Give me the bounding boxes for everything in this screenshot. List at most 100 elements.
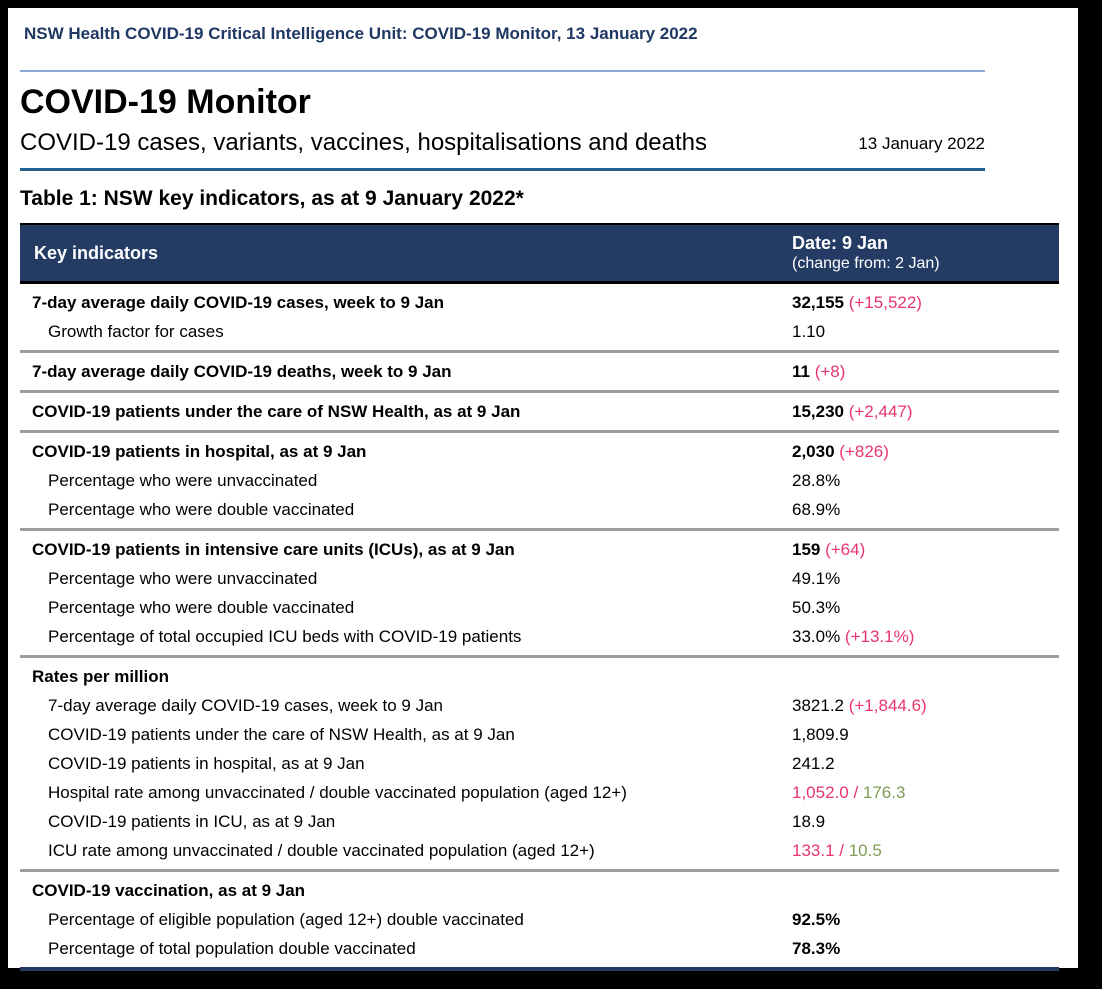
table-row: Percentage of eligible population (aged … bbox=[20, 905, 1059, 934]
value-part-normal: 18.9 bbox=[792, 812, 826, 831]
column-header-change-line: (change from: 2 Jan) bbox=[792, 255, 940, 272]
indicator-label: ICU rate among unvaccinated / double vac… bbox=[48, 841, 595, 860]
value-part-bold: 32,155 bbox=[792, 293, 844, 312]
indicator-label: COVID-19 vaccination, as at 9 Jan bbox=[32, 881, 306, 900]
horizontal-rule-top bbox=[20, 70, 985, 72]
indicator-value: 15,230 (+2,447) bbox=[792, 399, 1059, 424]
indicator-value: 32,155 (+15,522) bbox=[792, 290, 1059, 315]
indicator-value: 133.1 / 10.5 bbox=[792, 838, 1059, 863]
page-subtitle: COVID-19 cases, variants, vaccines, hosp… bbox=[20, 129, 708, 156]
table-row: Percentage who were double vaccinated 50.… bbox=[20, 593, 1059, 622]
table-header-row: Key indicators Date: 9 Jan (change from:… bbox=[20, 223, 1059, 284]
value-part-green: 176.3 bbox=[858, 783, 906, 802]
indicator-value: 50.3% bbox=[792, 595, 1059, 620]
table-body: 7-day average daily COVID-19 cases, week… bbox=[20, 284, 1059, 971]
value-part-normal: 1.10 bbox=[792, 322, 826, 341]
indicator-value: 159 (+64) bbox=[792, 537, 1059, 562]
indicator-value: 68.9% bbox=[792, 497, 1059, 522]
indicator-value: 11 (+8) bbox=[792, 359, 1059, 384]
table-row: COVID-19 patients under the care of NSW … bbox=[20, 720, 1059, 749]
table-row: Percentage who were unvaccinated 49.1% bbox=[20, 564, 1059, 593]
indicator-value: 1.10 bbox=[792, 319, 1059, 344]
table-row: Percentage who were unvaccinated 28.8% bbox=[20, 466, 1059, 495]
table-section: 7-day average daily COVID-19 cases, week… bbox=[20, 284, 1059, 350]
indicator-label: Percentage of total population double va… bbox=[48, 939, 416, 958]
value-part-red: (+15,522) bbox=[844, 293, 922, 312]
indicator-label: COVID-19 patients in ICU, as at 9 Jan bbox=[48, 812, 336, 831]
subtitle-row: COVID-19 cases, variants, vaccines, hosp… bbox=[20, 128, 985, 158]
indicator-label: Percentage who were double vaccinated bbox=[48, 500, 355, 519]
indicator-value: 49.1% bbox=[792, 566, 1059, 591]
page-title: COVID-19 Monitor bbox=[20, 83, 311, 121]
indicator-label: Hospital rate among unvaccinated / doubl… bbox=[48, 783, 627, 802]
indicator-label: 7-day average daily COVID-19 cases, week… bbox=[48, 696, 443, 715]
table-section: COVID-19 patients under the care of NSW … bbox=[20, 390, 1059, 430]
value-part-red: 1,052.0 / bbox=[792, 783, 859, 802]
indicator-value: 1,809.9 bbox=[792, 722, 1059, 747]
indicator-value: 3821.2 (+1,844.6) bbox=[792, 693, 1059, 718]
table-row: Percentage who were double vaccinated 68.… bbox=[20, 495, 1059, 524]
report-header-line: NSW Health COVID-19 Critical Intelligenc… bbox=[24, 24, 698, 43]
column-header-date-line: Date: 9 Jan bbox=[792, 233, 889, 253]
value-part-red: (+8) bbox=[809, 362, 846, 381]
indicator-value bbox=[792, 878, 1059, 903]
value-part-normal: 33.0% bbox=[792, 627, 841, 646]
value-part-normal: 49.1% bbox=[792, 569, 841, 588]
table-row: COVID-19 patients in hospital, as at 9 J… bbox=[20, 437, 1059, 466]
indicator-value: 33.0% (+13.1%) bbox=[792, 624, 1059, 649]
indicator-value bbox=[792, 664, 1059, 689]
table-row: 7-day average daily COVID-19 cases, week… bbox=[20, 691, 1059, 720]
column-header-indicators: Key indicators bbox=[34, 242, 159, 263]
indicator-label: COVID-19 patients in intensive care unit… bbox=[32, 540, 515, 559]
table-row: Growth factor for cases 1.10 bbox=[20, 317, 1059, 346]
value-part-bold: 15,230 bbox=[792, 402, 844, 421]
table-row: COVID-19 patients in intensive care unit… bbox=[20, 535, 1059, 564]
table-title: Table 1: NSW key indicators, as at 9 Jan… bbox=[20, 187, 524, 210]
table-section: 7-day average daily COVID-19 deaths, wee… bbox=[20, 350, 1059, 390]
indicator-value: 2,030 (+826) bbox=[792, 439, 1059, 464]
value-part-normal: 1,809.9 bbox=[792, 725, 849, 744]
table-row: Rates per million bbox=[20, 662, 1059, 691]
value-part-green: 10.5 bbox=[844, 841, 882, 860]
indicator-label: Percentage who were unvaccinated bbox=[48, 471, 318, 490]
indicator-label: Percentage of eligible population (aged … bbox=[48, 910, 524, 929]
indicator-value: 78.3% bbox=[792, 936, 1059, 961]
value-part-bold: 92.5% bbox=[792, 910, 841, 929]
value-part-bold: 159 bbox=[792, 540, 821, 559]
indicator-label: 7-day average daily COVID-19 cases, week… bbox=[32, 293, 444, 312]
indicator-value: 92.5% bbox=[792, 907, 1059, 932]
value-part-red: (+13.1%) bbox=[840, 627, 915, 646]
value-part-normal: 241.2 bbox=[792, 754, 835, 773]
indicator-value: 28.8% bbox=[792, 468, 1059, 493]
table-row: COVID-19 patients in hospital, as at 9 J… bbox=[20, 749, 1059, 778]
table-section: COVID-19 patients in hospital, as at 9 J… bbox=[20, 430, 1059, 528]
report-date: 13 January 2022 bbox=[858, 134, 985, 153]
indicator-label: Percentage of total occupied ICU beds wi… bbox=[48, 627, 522, 646]
value-part-red: (+64) bbox=[820, 540, 866, 559]
value-part-normal: 68.9% bbox=[792, 500, 841, 519]
indicator-label: Percentage who were unvaccinated bbox=[48, 569, 318, 588]
indicator-label: COVID-19 patients in hospital, as at 9 J… bbox=[32, 442, 367, 461]
indicator-value: 241.2 bbox=[792, 751, 1059, 776]
value-part-red: (+2,447) bbox=[844, 402, 913, 421]
table-row: 7-day average daily COVID-19 deaths, wee… bbox=[20, 357, 1059, 386]
table-section: Rates per million 7-day average daily COV… bbox=[20, 655, 1059, 869]
value-part-red: 133.1 / bbox=[792, 841, 844, 860]
indicator-value: 1,052.0 / 176.3 bbox=[792, 780, 1059, 805]
table-section: COVID-19 vaccination, as at 9 Jan Percent… bbox=[20, 869, 1059, 967]
indicator-value: 18.9 bbox=[792, 809, 1059, 834]
column-header-date: Date: 9 Jan (change from: 2 Jan) bbox=[792, 233, 1059, 273]
indicator-label: Rates per million bbox=[32, 667, 169, 686]
value-part-bold: 11 bbox=[792, 362, 810, 381]
value-part-normal: 50.3% bbox=[792, 598, 841, 617]
table-row: COVID-19 patients under the care of NSW … bbox=[20, 397, 1059, 426]
value-part-bold: 2,030 bbox=[792, 442, 835, 461]
table-row: ICU rate among unvaccinated / double vac… bbox=[20, 836, 1059, 865]
table-row: Hospital rate among unvaccinated / doubl… bbox=[20, 778, 1059, 807]
table-section: COVID-19 patients in intensive care unit… bbox=[20, 528, 1059, 655]
table-row: 7-day average daily COVID-19 cases, week… bbox=[20, 288, 1059, 317]
key-indicators-table: Key indicators Date: 9 Jan (change from:… bbox=[20, 223, 1059, 971]
indicator-label: COVID-19 patients in hospital, as at 9 J… bbox=[48, 754, 365, 773]
indicator-label: Percentage who were double vaccinated bbox=[48, 598, 355, 617]
